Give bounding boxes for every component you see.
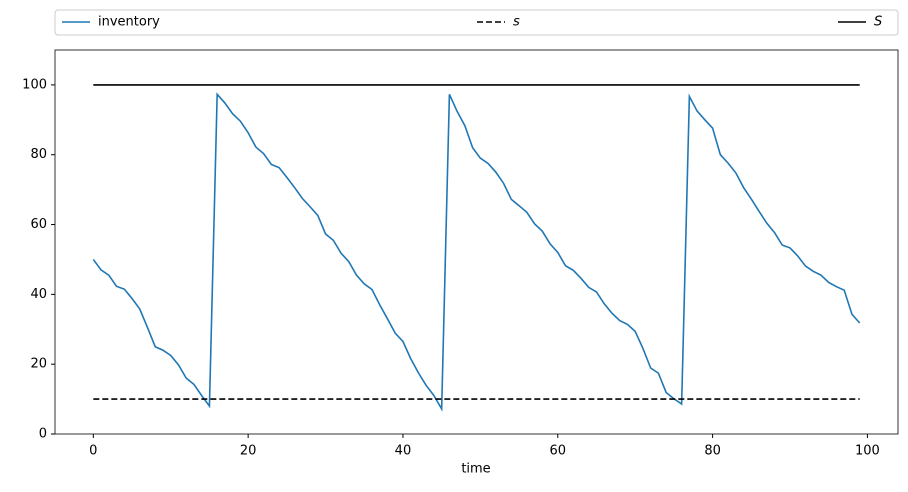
x-tick-label: 20 [240,444,257,459]
series-line [92,92,861,412]
legend-box [54,9,899,36]
y-tick-label: 80 [30,147,47,162]
y-tick-label: 20 [30,357,47,372]
legend-label: inventory [98,15,160,30]
x-tick-label: 100 [855,444,880,459]
legend-label: S [874,15,882,30]
plot-frame [54,49,899,435]
x-tick-label: 40 [395,444,412,459]
y-tick-label: 60 [30,217,47,232]
x-tick-label: 0 [89,444,97,459]
legend-label: s [513,15,520,30]
x-axis-label: time [461,462,490,477]
y-tick-label: 40 [30,287,47,302]
y-tick-label: 100 [22,77,47,92]
y-tick-label: 0 [39,427,47,442]
x-tick-label: 80 [704,444,721,459]
x-tick-label: 60 [550,444,567,459]
